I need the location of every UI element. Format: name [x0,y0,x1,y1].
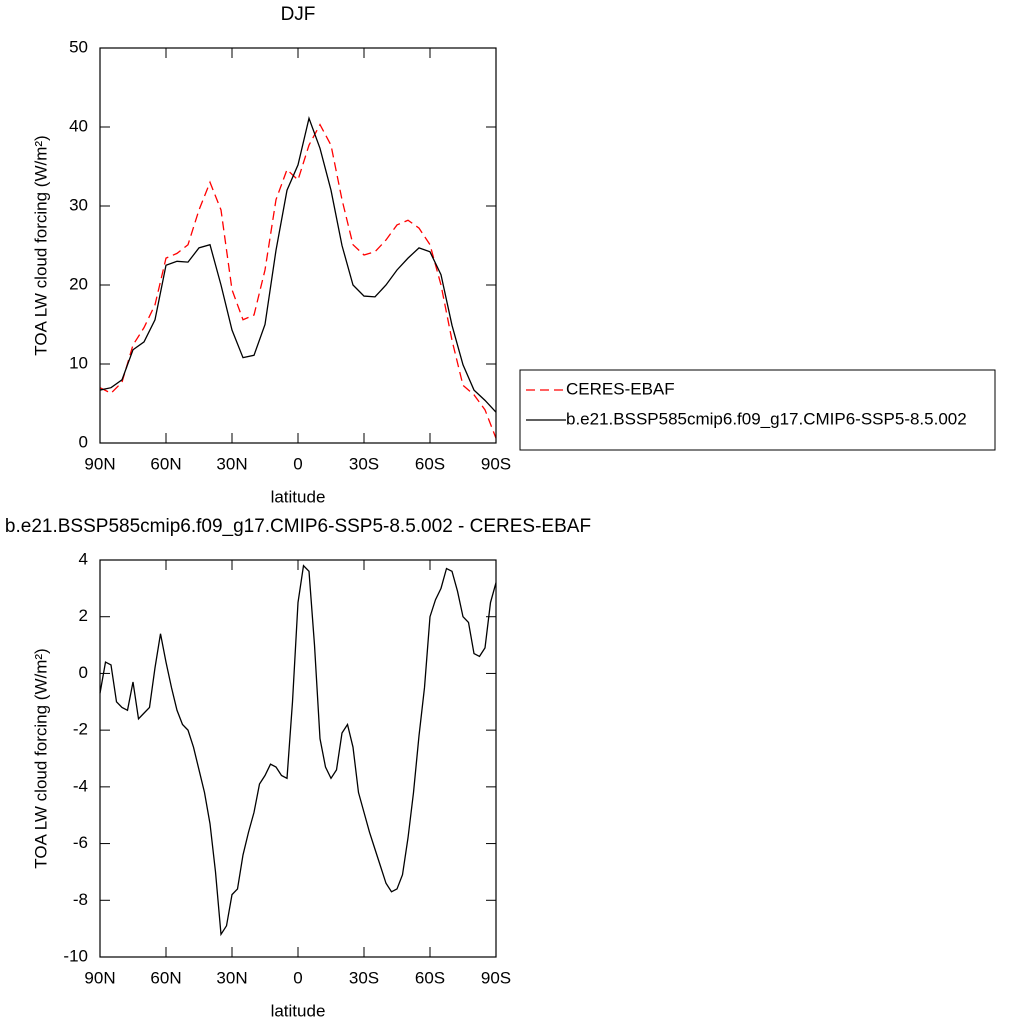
chart-title: b.e21.BSSP585cmip6.f09_g17.CMIP6-SSP5-8.… [5,516,591,537]
y-tick-label: 4 [79,549,88,568]
data-line [99,116,497,413]
plot-frame [99,47,497,444]
x-tick-label: 0 [293,454,302,473]
x-tick-label: 90N [84,968,115,987]
x-tick-label: 60S [415,454,445,473]
x-tick-label: 60S [415,968,445,987]
data-line [99,564,497,937]
legend-label: b.e21.BSSP585cmip6.f09_g17.CMIP6-SSP5-8.… [566,409,967,428]
plot-frame [99,559,497,958]
x-tick-label: 30S [349,968,379,987]
x-axis-label: latitude [271,1001,326,1020]
x-tick-label: 90S [481,968,511,987]
legend-box [519,369,996,451]
data-line [99,123,497,439]
y-axis-label: TOA LW cloud forcing (W/m²) [31,648,50,868]
y-tick-label: -2 [73,720,88,739]
y-tick-label: 50 [69,37,88,56]
y-tick-label: -6 [73,833,88,852]
x-axis-label: latitude [271,487,326,506]
x-tick-label: 60N [150,968,181,987]
legend-label: CERES-EBAF [566,379,675,398]
y-tick-label: 20 [69,274,88,293]
y-tick-label: 0 [79,663,88,682]
y-tick-label: -4 [73,776,88,795]
y-tick-label: 40 [69,116,88,135]
x-tick-label: 90N [84,454,115,473]
x-tick-label: 30S [349,454,379,473]
x-tick-label: 30N [216,454,247,473]
x-tick-label: 90S [481,454,511,473]
y-tick-label: -8 [73,890,88,909]
x-tick-label: 30N [216,968,247,987]
y-axis-label: TOA LW cloud forcing (W/m²) [31,135,50,355]
x-tick-label: 60N [150,454,181,473]
chart-title: DJF [281,4,316,25]
y-tick-label: 30 [69,195,88,214]
y-tick-label: 0 [79,432,88,451]
y-tick-label: 10 [69,353,88,372]
x-tick-label: 0 [293,968,302,987]
y-tick-label: -10 [63,946,88,965]
y-tick-label: 2 [79,606,88,625]
